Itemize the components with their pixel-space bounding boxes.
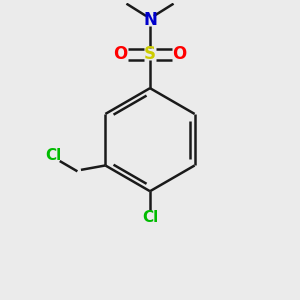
Text: O: O xyxy=(113,45,128,63)
Text: N: N xyxy=(143,11,157,29)
Text: Cl: Cl xyxy=(142,210,158,225)
Text: S: S xyxy=(144,45,156,63)
Text: O: O xyxy=(172,45,187,63)
Text: Cl: Cl xyxy=(46,148,62,163)
